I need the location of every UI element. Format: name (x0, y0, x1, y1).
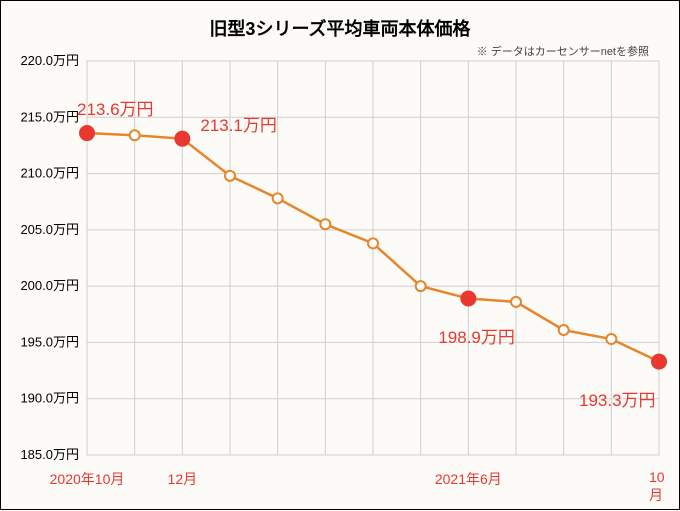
callout-label: 198.9万円 (438, 323, 515, 348)
svg-text:210.0万円: 210.0万円 (20, 166, 79, 181)
svg-text:215.0万円: 215.0万円 (20, 109, 79, 124)
x-tick-label: 2021年6月 (435, 469, 502, 489)
callout-label: 193.3万円 (579, 386, 656, 411)
chart-container: 旧型3シリーズ平均車両本体価格 ※ データはカーセンサーnetを参照 185.0… (0, 0, 680, 510)
x-tick-label: 12月 (168, 469, 198, 489)
svg-text:195.0万円: 195.0万円 (20, 334, 79, 349)
svg-text:185.0万円: 185.0万円 (20, 447, 79, 462)
svg-text:200.0万円: 200.0万円 (20, 278, 79, 293)
svg-text:205.0万円: 205.0万円 (20, 222, 79, 237)
svg-text:190.0万円: 190.0万円 (20, 391, 79, 406)
callout-label: 213.1万円 (200, 111, 277, 136)
x-tick-label: 2020年10月 (50, 469, 125, 489)
callout-label: 213.6万円 (77, 95, 154, 120)
chart-svg: 185.0万円 190.0万円 195.0万円 200.0万円 205.0万円 210.0… (1, 1, 680, 511)
svg-text:220.0万円: 220.0万円 (20, 53, 79, 68)
x-tick-label: 10月 (649, 469, 669, 505)
